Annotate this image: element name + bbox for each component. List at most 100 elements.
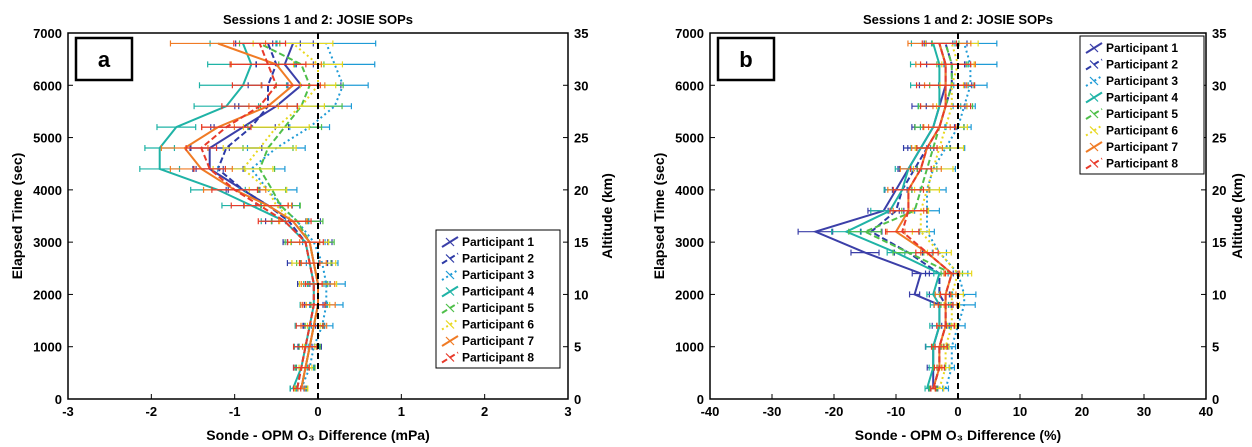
panel-b-series-line xyxy=(843,43,941,389)
panel-a-legend-errbar xyxy=(445,254,455,263)
panel-a-y-tick-label: 1000 xyxy=(33,340,62,355)
panel-b-legend-label: Participant 8 xyxy=(1106,157,1178,171)
panel-a-y-tick-label: 0 xyxy=(55,392,62,407)
panel-a-y2-tick-label: 15 xyxy=(574,235,588,250)
panel-a-x-tick-label: -1 xyxy=(229,404,241,419)
panel-a-legend-item: Participant 8 xyxy=(441,351,534,365)
panel-a-series xyxy=(139,40,377,392)
panel-a-y-tick-label: 7000 xyxy=(33,26,62,41)
panel-b-series-8 xyxy=(884,40,976,392)
panel-a-legend-errbar xyxy=(445,303,455,313)
panel-a-legend: Participant 1 Participant 2 Participant 3 P… xyxy=(435,229,561,369)
panel-b-x-tick-label: -30 xyxy=(763,404,782,419)
panel-b-y-tick-label: 5000 xyxy=(675,131,704,146)
panel-b-y-tick-label: 3000 xyxy=(675,235,704,250)
panel-b-legend-box xyxy=(1079,35,1205,175)
panel-a-series-line xyxy=(158,43,315,389)
panel-b-legend-errbar xyxy=(1089,159,1099,168)
panel-b-x-ticks: -40 -30 -20 -10 0 10 20 30 40 xyxy=(701,394,1213,419)
panel-b-x-tick-label: 40 xyxy=(1199,404,1213,419)
panel-b-series-line xyxy=(926,43,972,389)
panel-a-legend-label: Participant 6 xyxy=(462,318,534,332)
panel-b-letter: b xyxy=(739,47,752,72)
panel-b-label-box xyxy=(716,36,776,82)
panel-b-legend-label: Participant 6 xyxy=(1106,124,1178,138)
panel-a-legend-label: Participant 2 xyxy=(462,252,534,266)
panel-a-x-tick-label: -2 xyxy=(146,404,158,419)
panel-b-legend-errbar xyxy=(1089,60,1099,69)
panel-b-y2-tick-label: 20 xyxy=(1212,183,1226,198)
panel-a-y-tick-label: 2000 xyxy=(33,287,62,302)
panel-a-legend-swatch xyxy=(441,318,459,331)
panel-a-y2-tick-label: 0 xyxy=(574,392,581,407)
panel-b-legend-item: Participant 2 xyxy=(1085,58,1178,72)
panel-a-y2-tick-label: 5 xyxy=(574,340,581,355)
panel-b-y2-ticks: 0 5 10 15 20 25 30 35 xyxy=(1201,26,1226,407)
panel-b-legend-errbar xyxy=(1089,43,1099,53)
panel-a-legend-item: Participant 6 xyxy=(441,318,534,332)
panel-a-y2-tick-label: 30 xyxy=(574,78,588,93)
panel-b-legend-item: Participant 1 xyxy=(1085,41,1178,55)
panel-b-legend-errbar xyxy=(1089,126,1099,135)
panel-a-legend-errbar xyxy=(445,287,455,296)
panel-a-y2-tick-label: 10 xyxy=(574,287,588,302)
panel-a-legend-label: Participant 4 xyxy=(462,285,534,299)
panel-b-legend-item: Participant 3 xyxy=(1085,74,1178,88)
panel-b-legend-errbar xyxy=(1089,76,1099,86)
panel-a-y2-tick-label: 35 xyxy=(574,26,588,41)
panel-b-legend-label: Participant 2 xyxy=(1106,58,1178,72)
panel-b-x-tick-label: -10 xyxy=(887,404,906,419)
panel-a-x-tick-label: -3 xyxy=(62,404,74,419)
panel-a-legend-label: Participant 1 xyxy=(462,235,534,249)
panel-b-legend-swatch xyxy=(1085,124,1103,137)
panel-b-legend-item: Participant 4 xyxy=(1085,91,1178,105)
panel-b-series-line xyxy=(919,43,960,389)
panel-b-legend-label: Participant 5 xyxy=(1106,107,1178,121)
panel-b-legend-label: Participant 7 xyxy=(1106,140,1178,154)
panel-b-y2-tick-label: 5 xyxy=(1212,340,1219,355)
panel-a-letter: a xyxy=(98,47,111,72)
panel-a-y-ticks: 0 1000 2000 3000 4000 5000 6000 7000 xyxy=(33,26,73,407)
panel-b-legend-item: Participant 5 xyxy=(1085,107,1178,121)
panel-a-legend-label: Participant 7 xyxy=(462,334,534,348)
panel-b-series-line xyxy=(894,43,953,389)
panel-b-series-line xyxy=(862,43,954,389)
panel-a-y2-ticks: 0 5 10 15 20 25 30 35 xyxy=(563,26,588,407)
panel-a-legend-swatch xyxy=(441,269,459,281)
panel-a-series-line xyxy=(200,43,315,389)
panel-b-legend-label: Participant 4 xyxy=(1106,91,1178,105)
panel-b-y2-tick-label: 35 xyxy=(1212,26,1226,41)
panel-b-x-tick-label: 0 xyxy=(954,404,961,419)
panel-b-y2-axis-label: Altitude (km) xyxy=(1229,173,1245,259)
panel-b-y-tick-label: 6000 xyxy=(675,78,704,93)
panel-b-series xyxy=(797,40,998,392)
panel-b-y2-tick-label: 10 xyxy=(1212,287,1226,302)
panel-a-series-line xyxy=(258,42,319,389)
panel-a-legend-label: Participant 8 xyxy=(462,351,534,365)
panel-b-legend-label: Participant 3 xyxy=(1106,74,1178,88)
panel-b-y-tick-label: 0 xyxy=(697,392,704,407)
panel-a-legend-label: Participant 3 xyxy=(462,268,534,282)
panel-b-y2-tick-label: 0 xyxy=(1212,392,1219,407)
panel-a-legend-item: Participant 2 xyxy=(441,252,534,266)
panel-b-x-tick-label: 20 xyxy=(1075,404,1089,419)
panel-a-y-tick-label: 4000 xyxy=(33,183,62,198)
panel-a-y-tick-label: 5000 xyxy=(33,131,62,146)
panel-a-legend-errbar xyxy=(445,270,455,280)
panel-b-legend-item: Participant 8 xyxy=(1085,157,1178,171)
panel-a-y-tick-label: 3000 xyxy=(33,235,62,250)
panel-a-legend-item: Participant 5 xyxy=(441,301,534,315)
panel-a-legend-item: Participant 4 xyxy=(441,285,534,299)
panel-b-y2-tick-label: 15 xyxy=(1212,235,1226,250)
panel-a-legend-box xyxy=(435,229,561,369)
panel-b-legend-errbar xyxy=(1089,142,1099,152)
panel-b-x-tick-label: 30 xyxy=(1137,404,1151,419)
panel-b-y-tick-label: 1000 xyxy=(675,340,704,355)
panel-a-x-tick-label: 0 xyxy=(314,404,321,419)
panel-a-legend-errbar xyxy=(445,336,455,346)
panel-b-y-tick-label: 2000 xyxy=(675,287,704,302)
panel-b-y-ticks: 0 1000 2000 3000 4000 5000 6000 7000 xyxy=(675,26,715,407)
panel-a-x-axis-label: Sonde - OPM O₃ Difference (mPa) xyxy=(206,427,430,443)
panel-b-legend-label: Participant 1 xyxy=(1106,41,1178,55)
